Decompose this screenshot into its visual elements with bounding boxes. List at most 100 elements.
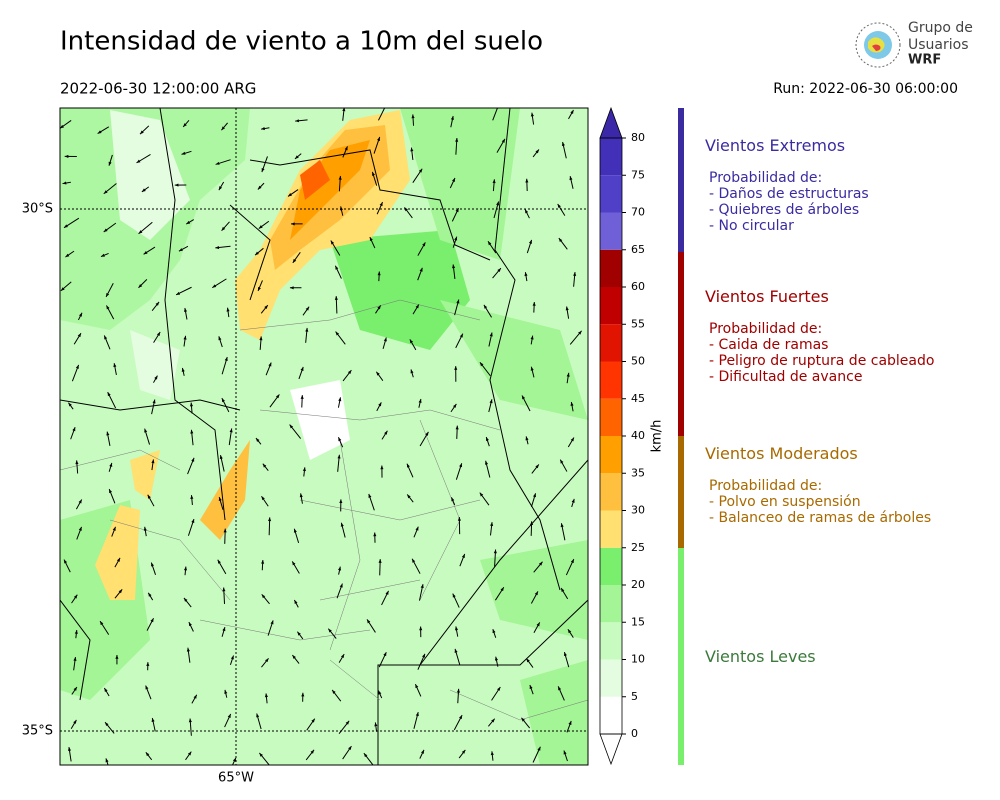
wind-arrow-head <box>190 429 194 434</box>
wind-arrow-head <box>378 402 382 407</box>
wind-arrow-head <box>371 171 375 176</box>
wind-arrow-head <box>456 299 460 304</box>
wind-arrow-head <box>363 753 368 758</box>
wind-arrow-head <box>188 718 192 723</box>
wind-arrow-head <box>217 559 221 564</box>
wind-arrow-head <box>378 690 382 695</box>
wind-arrow-head <box>525 436 529 441</box>
wind-arrow-head <box>113 363 117 368</box>
wind-arrow-head <box>409 339 414 344</box>
wind-arrow-head <box>151 562 155 567</box>
wind-arrow-head <box>301 692 305 697</box>
wind-arrow-head <box>75 460 79 465</box>
wind-arrow-head <box>105 722 109 727</box>
wind-arrow-head <box>488 241 492 246</box>
wind-arrow-head <box>524 272 528 277</box>
wind-arrow-head <box>138 284 143 288</box>
legend-bar <box>678 108 684 765</box>
wind-arrow-head <box>491 718 495 723</box>
wind-arrow-head <box>215 245 220 250</box>
wind-arrow-head <box>338 397 342 402</box>
wind-arrow-head <box>561 588 565 592</box>
wind-arrow-head <box>255 438 260 442</box>
wind-arrow-head <box>530 112 534 117</box>
wind-arrow-head <box>292 561 296 566</box>
wind-arrow <box>492 108 498 121</box>
colorbar-segment <box>600 175 622 213</box>
wind-arrow-head <box>563 652 567 657</box>
wind-arrow-head <box>218 336 222 341</box>
wind-arrow-head <box>451 497 455 502</box>
wind-arrow-head <box>256 713 260 718</box>
wind-arrow-head <box>525 178 529 183</box>
wind-arrow-head <box>535 464 539 469</box>
colorbar-segment <box>600 138 622 176</box>
wind-arrow-head <box>479 492 484 497</box>
wind-arrow-head <box>186 647 190 652</box>
wind-arrow-head <box>100 253 105 257</box>
wind-arrow-head <box>178 248 183 252</box>
wind-arrow-head <box>106 431 110 436</box>
wind-arrow-head <box>536 622 540 627</box>
wind-arrow-head <box>305 327 309 332</box>
wind-arrow-head <box>538 561 543 566</box>
wind-arrow-head <box>183 597 188 602</box>
wind-arrow-head <box>457 517 461 521</box>
wind-arrow-head <box>342 108 346 112</box>
wind-arrow-head <box>295 119 299 123</box>
wind-arrow-head <box>337 454 341 459</box>
colorbar-tick-label: 35 <box>631 466 645 479</box>
wind-arrow-head <box>348 746 352 751</box>
wind-arrow-head <box>340 522 344 527</box>
wind-arrow-head <box>492 629 496 634</box>
wind-arrow-head <box>183 335 187 340</box>
wind-arrow-head <box>189 402 194 407</box>
wind-arrow-head <box>75 364 79 369</box>
wind-arrow-head <box>420 584 424 589</box>
wind-arrow-head <box>338 437 342 442</box>
wind-arrow-head <box>454 626 459 631</box>
wind-arrow-head <box>377 136 380 141</box>
wind-arrow-head <box>578 330 582 335</box>
wind-arrow-head <box>455 425 459 430</box>
wind-arrow-head <box>533 493 536 498</box>
colorbar-tick-label: 5 <box>631 690 638 703</box>
wind-arrow-head <box>261 168 265 173</box>
colorbar-segment <box>600 324 622 362</box>
wind-arrow-head <box>112 526 116 531</box>
wind-arrow-head <box>108 161 112 166</box>
wind-arrow-head <box>183 123 187 127</box>
wind-arrow-head <box>407 494 411 499</box>
wind-arrow-head <box>223 528 227 533</box>
wind-arrow-head <box>558 686 562 691</box>
legend-line: - Caida de ramas <box>709 337 829 353</box>
wind-arrow-head <box>147 494 151 499</box>
legend-line: Probabilidad de: <box>709 478 823 494</box>
wind-arrow-head <box>450 116 454 120</box>
legend-title: Vientos Fuertes <box>705 287 829 306</box>
wind-arrow-head <box>293 528 297 533</box>
colorbar-segment <box>600 473 622 511</box>
wind-arrow-head <box>270 620 274 625</box>
wind-arrow-head <box>257 185 262 190</box>
legend-line: Probabilidad de: <box>709 321 823 337</box>
wind-arrow-head <box>490 751 494 756</box>
valid-time: 2022-06-30 12:00:00 ARG <box>60 80 256 98</box>
colorbar-segment <box>600 585 622 623</box>
wind-arrow-head <box>141 188 146 192</box>
wind-arrow-head <box>489 332 493 337</box>
wind-arrow-head <box>347 370 352 375</box>
wind-arrow-head <box>332 689 336 694</box>
wind-arrow-head <box>232 757 236 762</box>
wind-arrow-head <box>500 587 504 592</box>
wind-arrow-head <box>455 137 459 142</box>
wind-arrow-head <box>420 749 424 754</box>
wind-arrow-head <box>115 655 119 659</box>
wind-arrow-head <box>380 465 384 470</box>
wind-arrow-head <box>529 521 534 526</box>
wind-arrow-head <box>106 292 110 297</box>
wind-arrow-head <box>501 138 505 143</box>
wind-arrow-head <box>74 630 78 634</box>
wind-arrow-head <box>258 225 263 229</box>
